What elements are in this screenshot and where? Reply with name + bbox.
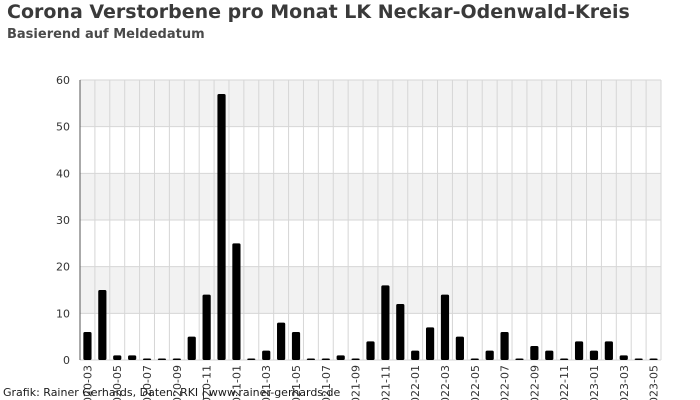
bar-2020-08 (157, 358, 167, 360)
bar-2020-03 (83, 332, 92, 360)
background-band (80, 173, 661, 220)
bar-2020-09 (172, 358, 181, 360)
bar-2022-01 (411, 350, 420, 360)
bar-2020-11 (202, 294, 211, 360)
bar-2021-03 (262, 350, 271, 360)
bar-2021-02 (247, 358, 256, 360)
background-band (80, 220, 661, 267)
bar-2023-05 (649, 358, 658, 360)
bar-2021-05 (291, 332, 301, 360)
bar-2021-07 (321, 358, 330, 360)
bar-2022-02 (425, 327, 435, 360)
x-tick-label: 2022-07 (499, 365, 512, 400)
x-tick-label: 2023-05 (648, 365, 661, 400)
x-tick-label: 2021-05 (290, 365, 303, 400)
bar-2022-09 (530, 346, 539, 360)
bar-2020-12 (217, 94, 226, 360)
bar-2020-05 (113, 355, 122, 360)
bar-2022-10 (545, 350, 554, 360)
x-tick-label: 2022-09 (528, 365, 541, 400)
x-tick-label: 2022-03 (439, 365, 452, 400)
source-credit: Grafik: Rainer Gerhards, Daten: RKI | ww… (3, 386, 341, 399)
x-tick-label: 2023-03 (618, 365, 631, 400)
bar-2021-10 (366, 341, 375, 360)
bar-2021-04 (277, 322, 286, 360)
bar-2022-12 (574, 341, 584, 360)
x-tick-label: 2020-05 (111, 365, 124, 400)
background-band (80, 80, 661, 127)
x-tick-label: 2020-03 (81, 365, 94, 400)
y-tick-label: 30 (56, 214, 70, 227)
background-band (80, 266, 661, 314)
y-tick-label: 10 (56, 307, 70, 320)
x-tick-label: 2022-01 (409, 365, 422, 400)
bar-2022-08 (515, 358, 524, 360)
bar-2021-11 (381, 285, 390, 360)
x-tick-label: 2022-05 (469, 365, 482, 400)
bar-2023-04 (634, 358, 643, 360)
bar-2022-05 (470, 358, 479, 360)
x-tick-label: 2022-11 (558, 365, 571, 400)
y-tick-label: 50 (56, 121, 70, 134)
bar-2020-07 (142, 358, 152, 360)
x-tick-label: 2020-11 (201, 365, 214, 400)
bar-2021-12 (396, 304, 405, 360)
y-tick-label: 0 (63, 354, 70, 367)
x-tick-label: 2023-01 (588, 365, 601, 400)
background-band (80, 126, 661, 174)
bar-2023-02 (604, 341, 613, 360)
x-tick-label: 2021-03 (260, 365, 273, 400)
bars (83, 94, 658, 360)
bar-2021-09 (351, 358, 360, 360)
y-tick-label: 60 (56, 74, 70, 87)
bar-2022-11 (560, 358, 569, 360)
bar-2020-10 (187, 336, 196, 360)
bar-2023-01 (589, 350, 599, 360)
bar-2020-06 (128, 355, 137, 360)
bar-2022-04 (455, 336, 464, 360)
x-tick-label: 2020-09 (171, 365, 184, 400)
bar-2022-07 (500, 332, 509, 360)
x-tick-label: 2021-01 (230, 365, 243, 400)
y-tick-label: 20 (56, 261, 70, 274)
bar-2021-01 (232, 243, 241, 360)
x-axis-ticks: 2020-03 2020-05 2020-07 2020-09 2020-11 2021-… (81, 365, 660, 400)
bar-2020-04 (98, 290, 107, 360)
x-tick-label: 2021-09 (350, 365, 363, 400)
y-tick-label: 40 (56, 167, 70, 180)
bar-2023-03 (619, 355, 628, 360)
x-tick-label: 2021-07 (320, 365, 333, 400)
bar-2021-06 (306, 358, 316, 360)
x-tick-label: 2020-07 (141, 365, 154, 400)
chart-subtitle: Basierend auf Meldedatum (7, 27, 205, 42)
y-axis-ticks: 0 10 20 30 40 50 60 (56, 74, 70, 367)
bar-2021-08 (336, 355, 345, 360)
bar-2022-03 (440, 294, 450, 360)
bar-2022-06 (485, 350, 494, 360)
x-tick-label: 2021-11 (379, 365, 392, 400)
chart-title: Corona Verstorbene pro Monat LK Neckar-O… (7, 1, 630, 23)
